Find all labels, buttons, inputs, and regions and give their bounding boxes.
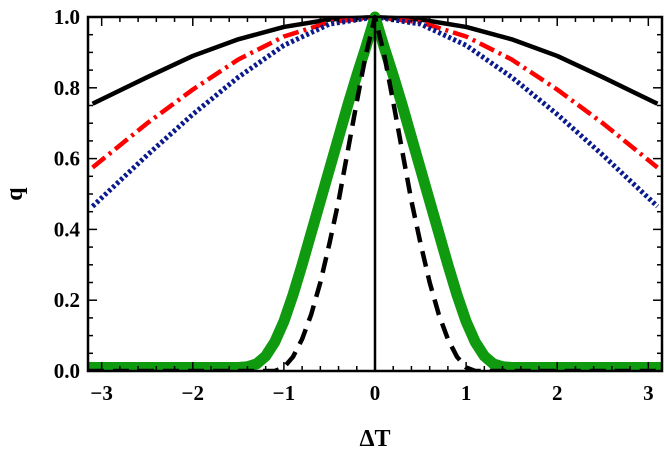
y-axis-label: q	[2, 187, 28, 201]
y-tick-label: 1.0	[54, 5, 80, 29]
y-tick-label: 0.4	[54, 217, 81, 241]
x-axis-label: ΔT	[359, 426, 390, 452]
y-tick-label: 0.6	[54, 147, 80, 171]
x-tick-label: 2	[552, 381, 563, 405]
ticks-layer: −3 −2 −1 0 1 2 3 0.0 0.2 0.4 0.6 0.8 1.0	[54, 5, 662, 405]
x-tick-label: −1	[273, 381, 295, 405]
x-tick-label: 0	[370, 381, 381, 405]
x-tick-label: −2	[182, 381, 204, 405]
y-tick-label: 0.8	[54, 76, 80, 100]
x-tick-label: 3	[643, 381, 654, 405]
x-tick-label: −3	[90, 381, 112, 405]
y-tick-label: 0.2	[54, 288, 80, 312]
x-tick-label: 1	[461, 381, 472, 405]
y-tick-label: 0.0	[54, 359, 80, 383]
